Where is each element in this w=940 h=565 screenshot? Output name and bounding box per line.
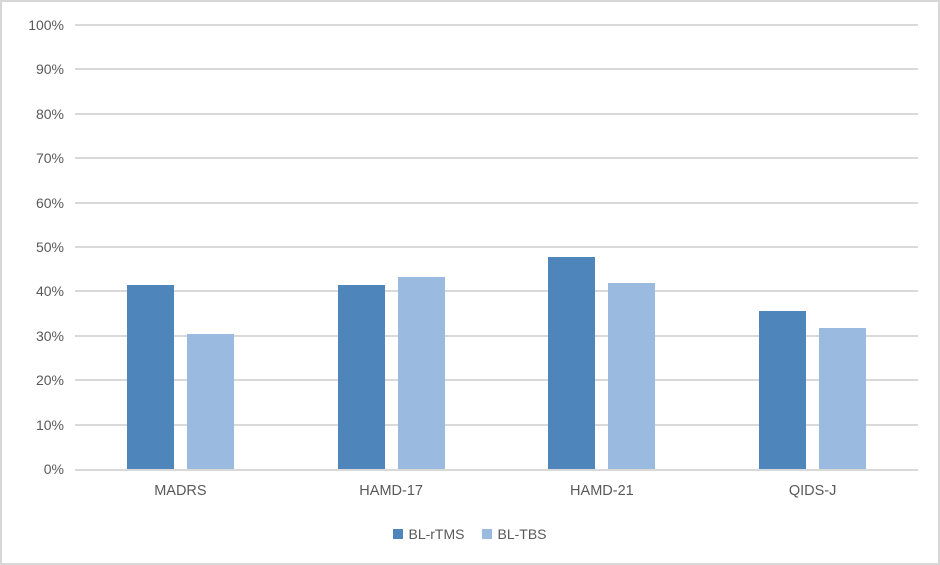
bar-group-hamd-17	[286, 25, 497, 469]
bar-bl-rtms-qids-j	[759, 310, 807, 469]
bar-bl-rtms-hamd-21	[548, 256, 596, 469]
bar-bl-tbs-hamd-21	[608, 282, 656, 469]
y-axis-tick-label: 60%	[35, 194, 64, 211]
y-axis: 100% 90% 80% 70% 60% 50% 40% 30% 20% 10% 0%	[2, 17, 64, 477]
plot-area	[75, 24, 918, 471]
x-axis-category-label: QIDS-J	[788, 483, 837, 499]
legend-label: BL-TBS	[497, 526, 547, 542]
y-axis-tick-label: 10%	[35, 416, 64, 433]
bar-group-hamd-21	[497, 25, 708, 469]
bar-group-madrs	[75, 25, 286, 469]
bar-groups	[75, 25, 918, 469]
y-axis-tick-label: 80%	[35, 105, 64, 122]
bar-group-qids-j	[707, 25, 918, 469]
legend-label: BL-rTMS	[408, 526, 465, 542]
bar-bl-tbs-qids-j	[819, 328, 867, 469]
bar-bl-rtms-madrs	[126, 285, 174, 469]
gridline	[75, 112, 918, 115]
x-axis-category-label: HAMD-17	[359, 483, 423, 499]
gridline	[75, 290, 918, 293]
y-axis-tick-label: 40%	[35, 283, 64, 300]
gridline	[75, 157, 918, 160]
y-axis-tick-label: 30%	[35, 327, 64, 344]
x-axis-category-label: MADRS	[154, 483, 207, 499]
y-axis-tick-label: 20%	[35, 372, 64, 389]
gridline	[75, 379, 918, 382]
gridline	[75, 423, 918, 426]
gridline	[75, 68, 918, 71]
legend-swatch-bl-tbs	[482, 529, 493, 539]
y-axis-tick-label: 0%	[43, 461, 64, 477]
y-axis-tick-label: 50%	[35, 239, 64, 255]
bar-bl-tbs-hamd-17	[397, 276, 445, 469]
y-axis-tick-label: 100%	[28, 17, 64, 33]
legend-item-bl-tbs: BL-TBS	[482, 526, 547, 542]
bar-bl-tbs-madrs	[186, 334, 234, 469]
legend-swatch-bl-rtms	[393, 529, 404, 539]
gridline	[75, 246, 918, 248]
gridline	[75, 334, 918, 337]
x-axis: MADRS HAMD-17 HAMD-21 QIDS-J	[75, 483, 918, 499]
gridline	[75, 24, 918, 26]
legend-item-bl-rtms: BL-rTMS	[393, 526, 464, 542]
chart-legend: BL-rTMS BL-TBS	[2, 526, 938, 542]
y-axis-tick-label: 90%	[35, 61, 64, 78]
gridline	[75, 201, 918, 204]
bar-bl-rtms-hamd-17	[337, 285, 385, 469]
y-axis-tick-label: 70%	[35, 150, 64, 167]
x-axis-category-label: HAMD-21	[570, 483, 634, 499]
